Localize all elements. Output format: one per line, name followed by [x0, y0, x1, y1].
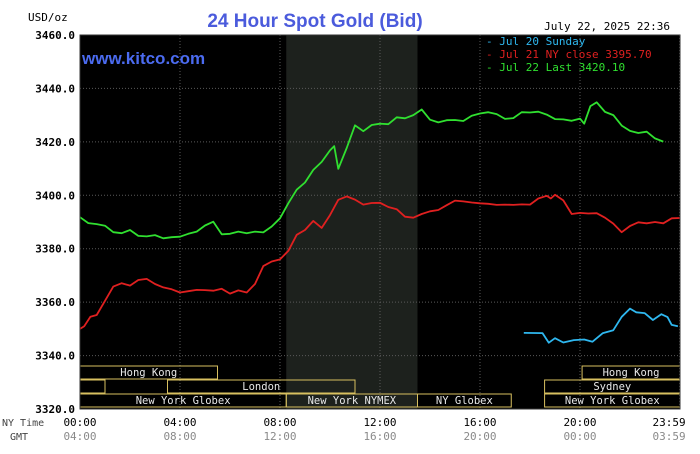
session-label: Hong Kong	[120, 367, 177, 379]
x-tick-label-ny: 00:00	[63, 416, 96, 429]
session-label: New York NYMEX	[308, 395, 397, 407]
y-tick-label: 3400.0	[35, 189, 75, 202]
y-tick-label: 3440.0	[35, 82, 75, 95]
y-tick-label: 3460.0	[35, 29, 75, 42]
x-tick-label-ny: 16:00	[463, 416, 496, 429]
session-box	[167, 379, 356, 394]
nymex-session-shade	[286, 35, 418, 409]
x-tick-label-ny: 08:00	[263, 416, 296, 429]
x-tick-label-gmt: 04:00	[63, 430, 96, 443]
session-box	[417, 393, 512, 408]
x-tick-label-ny: 23:59	[652, 416, 685, 429]
x-tick-label-gmt: 20:00	[463, 430, 496, 443]
timestamp: July 22, 2025 22:36	[544, 20, 670, 33]
legend-entry-jul21: - Jul 21 NY close 3395.70	[486, 48, 652, 61]
legend-entry-jul20: - Jul 20 Sunday	[486, 35, 586, 48]
plot-border	[79, 34, 681, 410]
watermark: www.kitco.com	[81, 49, 205, 68]
y-tick-label: 3340.0	[35, 350, 75, 363]
series-line-0	[523, 307, 679, 344]
x-tick-label-gmt: 03:59	[652, 430, 685, 443]
x-tick-label-ny: 12:00	[363, 416, 396, 429]
series-line-2	[79, 101, 664, 240]
y-tick-label: 3320.0	[35, 403, 75, 416]
legend: - Jul 20 Sunday - Jul 21 NY close 3395.7…	[486, 35, 652, 74]
unit-label: USD/oz	[28, 11, 68, 24]
x-tick-label-gmt: 16:00	[363, 430, 396, 443]
y-axis-ticks: 3320.0 3340.0 3360.0 3380.0 3400.0 3420.0 3440…	[35, 29, 75, 416]
x-tick-label-ny: 20:00	[563, 416, 596, 429]
x-tick-label-gmt: 00:00	[563, 430, 596, 443]
y-tick-label: 3380.0	[35, 243, 75, 256]
session-label: London	[242, 381, 280, 393]
trading-sessions: Hong Kong Hong Kong London Sydney New York G…	[79, 365, 681, 408]
chart-title: 24 Hour Spot Gold (Bid)	[207, 11, 422, 32]
x-tick-label-gmt: 12:00	[263, 430, 296, 443]
x-axis-ticks: 00:0004:0004:0008:0008:0012:0012:0016:00…	[63, 416, 685, 443]
ny-time-label: NY Time	[2, 418, 44, 429]
session-label: NY Globex	[436, 395, 493, 407]
legend-entry-jul22: - Jul 22 Last 3420.10	[486, 61, 625, 74]
session-label: Hong Kong	[603, 367, 660, 379]
session-label: New York Globex	[565, 395, 660, 407]
x-tick-label-gmt: 08:00	[163, 430, 196, 443]
session-label: Sydney	[593, 381, 631, 393]
series-line-1	[79, 193, 681, 330]
y-tick-label: 3360.0	[35, 296, 75, 309]
x-tick-label-ny: 04:00	[163, 416, 196, 429]
session-label: New York Globex	[136, 395, 231, 407]
series-lines	[79, 101, 681, 344]
y-tick-label: 3420.0	[35, 136, 75, 149]
gmt-label: GMT	[10, 432, 28, 443]
